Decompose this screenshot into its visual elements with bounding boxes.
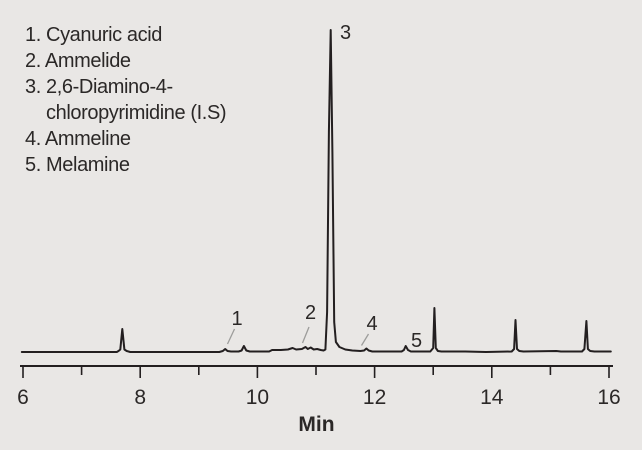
legend-item-2: 2. Ammelide — [25, 50, 131, 72]
peak-legend: 1. Cyanuric acid 2. Ammelide 3. 2,6-Diam… — [25, 22, 255, 178]
legend-item-3-wrap: chloropyrimidine (I.S) — [46, 102, 227, 124]
x-axis-tick-label: 14 — [480, 386, 504, 409]
peak-leader-line — [360, 333, 370, 346]
peak-number-label: 3 — [340, 22, 351, 44]
legend-item-3: 3. 2,6-Diamino-4- — [25, 76, 173, 98]
peak-number-label: 2 — [305, 302, 316, 324]
x-axis-tick-label: 12 — [363, 386, 386, 409]
x-axis-tick-label: 8 — [134, 386, 146, 409]
legend-item-1: 1. Cyanuric acid — [25, 24, 162, 46]
chromatogram-trace — [20, 29, 612, 353]
x-axis-title: Min — [298, 413, 334, 436]
x-axis-tick-label: 10 — [246, 386, 269, 409]
peak-number-label: 4 — [366, 313, 377, 335]
peak-leader-line — [226, 328, 236, 345]
peak-number-label: 5 — [411, 330, 422, 352]
peak-leader-line — [301, 326, 310, 344]
legend-item-4: 4. Ammeline — [25, 128, 131, 150]
x-axis-tick-label: 16 — [597, 386, 620, 409]
legend-item-5: 5. Melamine — [25, 154, 130, 176]
peak-number-label: 1 — [231, 308, 242, 330]
x-axis-tick-label: 6 — [17, 386, 29, 409]
